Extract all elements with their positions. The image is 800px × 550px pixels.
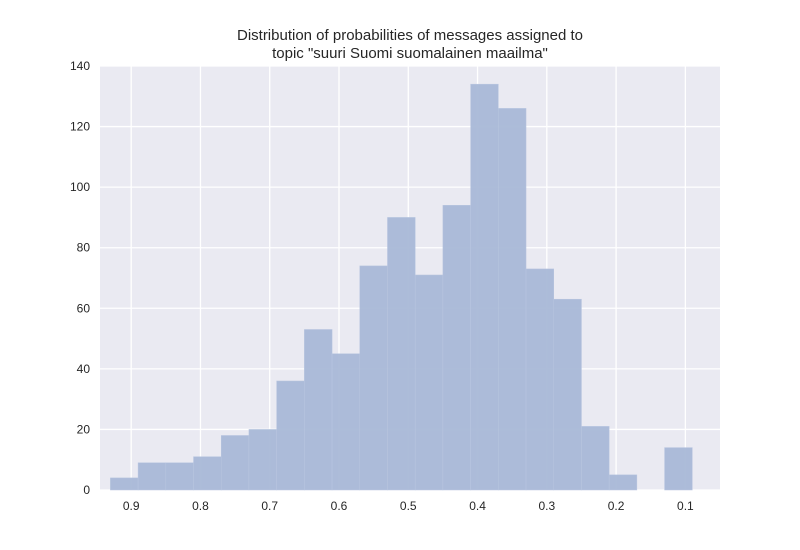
x-tick-label: 0.1 — [677, 499, 694, 513]
y-tick-label: 80 — [77, 241, 91, 255]
histogram-bar — [608, 474, 638, 491]
y-tick-label: 100 — [70, 180, 90, 194]
histogram-bars — [110, 83, 693, 491]
y-tick-label: 20 — [77, 422, 91, 436]
y-tick-label: 120 — [70, 120, 90, 134]
x-tick-label: 0.2 — [608, 499, 625, 513]
y-tick-label: 60 — [77, 301, 91, 315]
histogram-bar — [442, 205, 471, 491]
histogram-bar — [137, 462, 167, 491]
y-tick-label: 40 — [77, 362, 91, 376]
histogram-bar — [498, 108, 527, 491]
y-axis-ticks: 0 20 40 60 80 100 120 140 — [70, 59, 90, 497]
histogram-bar — [553, 298, 582, 491]
histogram-bar — [276, 380, 305, 491]
histogram-bar — [387, 217, 416, 491]
histogram-bar — [304, 329, 333, 491]
histogram-bar — [220, 435, 250, 491]
chart-title-line-2: topic "suuri Suomi suomalainen maailma" — [272, 45, 548, 62]
histogram-bar — [525, 268, 554, 491]
histogram-bar — [581, 426, 610, 491]
histogram-bar — [470, 83, 499, 491]
histogram-bar — [664, 447, 693, 491]
x-tick-label: 0.3 — [538, 499, 555, 513]
histogram-bar — [110, 477, 139, 491]
histogram-bar — [414, 274, 444, 491]
x-tick-label: 0.5 — [400, 499, 417, 513]
histogram-bar — [359, 265, 388, 491]
histogram-bar — [331, 353, 361, 491]
x-tick-label: 0.8 — [192, 499, 209, 513]
histogram-bar — [248, 429, 277, 491]
y-tick-label: 140 — [70, 59, 90, 73]
histogram-bar — [165, 462, 194, 491]
histogram-bar — [193, 456, 222, 491]
y-tick-label: 0 — [83, 483, 90, 497]
x-tick-label: 0.7 — [261, 499, 278, 513]
x-tick-label: 0.4 — [469, 499, 486, 513]
chart-title-line-1: Distribution of probabilities of message… — [237, 27, 583, 44]
x-axis-ticks: 0.9 0.8 0.7 0.6 0.5 0.4 0.3 0.2 0.1 — [123, 499, 694, 513]
x-tick-label: 0.6 — [331, 499, 348, 513]
x-tick-label: 0.9 — [123, 499, 140, 513]
